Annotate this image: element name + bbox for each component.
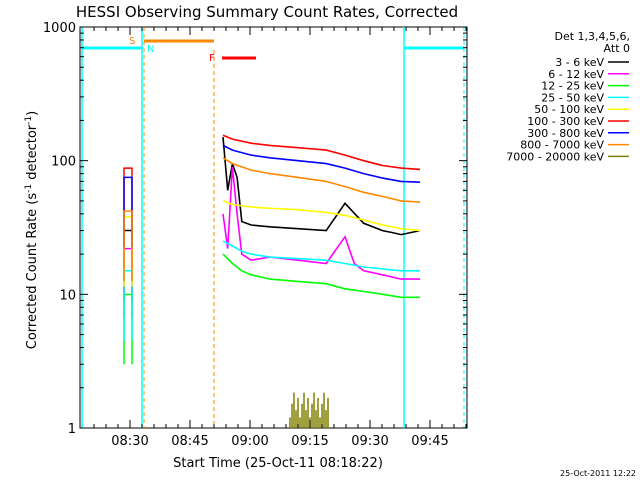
- y-label-part-3: ): [25, 111, 40, 116]
- annotation-N: N: [147, 44, 154, 55]
- legend-label-0: 3 - 6 keV: [555, 56, 604, 69]
- legend-label-6: 300 - 800 keV: [527, 127, 604, 140]
- series-early-segment-4: [123, 216, 133, 287]
- y-tick-label-2: 100: [51, 155, 76, 170]
- series-7: [123, 157, 421, 281]
- series-line-8: [289, 392, 329, 428]
- series-early-segment-0: [123, 229, 133, 301]
- series-3: [123, 240, 420, 341]
- chart-title: HESSI Observing Summary Count Rates, Cor…: [76, 3, 458, 21]
- series-line-5: [222, 134, 421, 171]
- time-markers: S N F: [81, 27, 465, 428]
- series-2: [123, 253, 420, 365]
- series-line-0: [222, 137, 421, 236]
- x-tick-label-0: 08:30: [111, 434, 148, 449]
- series-line-1: [222, 166, 420, 280]
- series-line-4: [222, 200, 421, 232]
- series-line-6: [222, 144, 421, 183]
- series-line-3: [222, 240, 420, 272]
- series-early-segment-1: [123, 247, 133, 319]
- legend-label-2: 12 - 25 keV: [541, 80, 604, 93]
- annotation-F: F: [209, 53, 215, 64]
- y-tick-label-0: 1: [68, 422, 76, 437]
- series-8: [289, 392, 329, 428]
- x-tick-label-5: 09:45: [411, 434, 448, 449]
- legend-label-8: 7000 - 20000 keV: [506, 150, 604, 163]
- x-axis-label: Start Time (25-Oct-11 08:18:22): [173, 456, 383, 471]
- series-6: [123, 144, 421, 248]
- series-early-segment-7: [123, 210, 133, 281]
- axes-layer: 1 10 100 1000 08:30 08:45 09:00 09:15 09:30 09:45: [43, 21, 467, 449]
- series-1: [123, 166, 420, 319]
- y-label-sup-2: -1: [24, 116, 34, 125]
- series-early-segment-3: [123, 270, 133, 341]
- series-layer: [123, 134, 421, 428]
- series-0: [123, 137, 421, 301]
- legend-title-line-1: Det 1,3,4,5,6,: [554, 30, 630, 43]
- y-tick-label-3: 1000: [43, 21, 76, 36]
- legend-label-4: 50 - 100 keV: [534, 103, 604, 116]
- y-tick-label-1: 10: [59, 288, 76, 303]
- x-tick-label-3: 09:15: [291, 434, 328, 449]
- y-label-sup-1: -1: [24, 184, 34, 193]
- y-axis-label: Corrected Count Rate (s-1 detector-1): [24, 111, 40, 349]
- y-label-part-1: Corrected Count Rate (s: [25, 193, 40, 350]
- x-tick-label-4: 09:30: [351, 434, 388, 449]
- series-line-7: [222, 157, 421, 203]
- legend-label-1: 6 - 12 keV: [548, 68, 604, 81]
- y-label-part-2: detector: [25, 124, 40, 184]
- series-early-segment-6: [123, 176, 133, 248]
- plot-area: S N F 1 10 100 1000 08:30 08:45 09:00 09:15 09:3…: [43, 21, 468, 449]
- footer-date: 25-Oct-2011 12:22: [560, 469, 636, 478]
- series-line-2: [222, 253, 420, 299]
- legend-label-7: 800 - 7000 keV: [520, 139, 604, 152]
- series-early-segment-2: [123, 293, 133, 365]
- series-early-segment-5: [123, 167, 133, 238]
- legend-title-line-2: Att 0: [604, 42, 630, 55]
- x-tick-label-1: 08:45: [171, 434, 208, 449]
- x-tick-label-2: 09:00: [231, 434, 268, 449]
- legend-label-3: 25 - 50 keV: [541, 91, 604, 104]
- legend-label-5: 100 - 300 keV: [527, 115, 604, 128]
- annotation-S: S: [129, 36, 135, 47]
